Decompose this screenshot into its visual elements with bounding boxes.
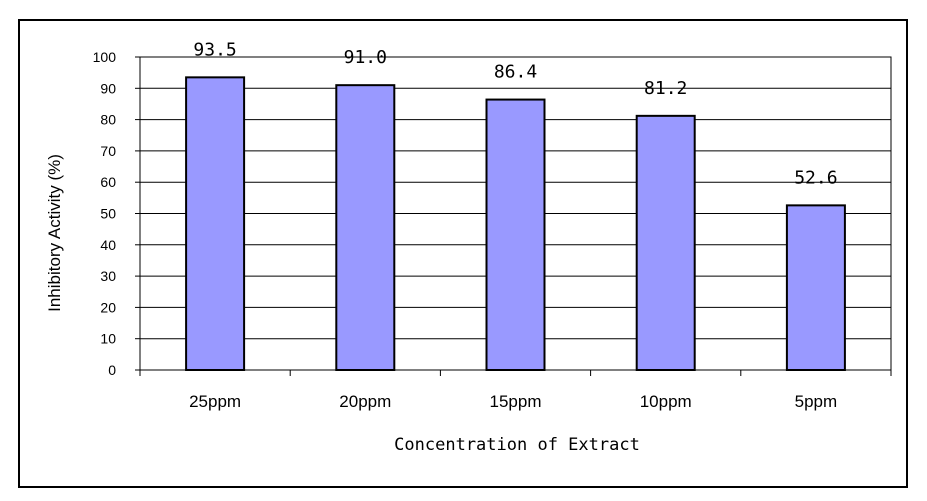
x-tick-label-20ppm: 20ppm (339, 392, 391, 411)
bar-5ppm (785, 204, 846, 371)
y-tick-label-50: 50 (100, 206, 116, 222)
data-label-15ppm: 86.4 (494, 62, 537, 83)
data-label-25ppm: 93.5 (193, 39, 236, 60)
y-tick-label-70: 70 (100, 143, 116, 159)
y-tick-label-60: 60 (100, 174, 116, 190)
y-tick-label-20: 20 (100, 299, 116, 315)
y-tick-label-100: 100 (93, 49, 117, 65)
y-tick-label-80: 80 (100, 112, 116, 128)
bar-10ppm (635, 114, 696, 372)
bar-layer (185, 76, 846, 372)
data-label-10ppm: 81.2 (644, 78, 687, 99)
label-layer: 93.5 25ppm 91.0 20ppm 86.4 15ppm 81.2 10ppm 52.6… (189, 39, 837, 411)
bar-25ppm (185, 76, 246, 371)
y-tick-label-30: 30 (100, 268, 116, 284)
outer-border (18, 19, 908, 488)
y-tick-label-0: 0 (108, 362, 116, 378)
bar-20ppm (335, 84, 396, 371)
y-axis-title: Inhibitory Activity (%) (45, 154, 64, 312)
y-tick-label-10: 10 (100, 331, 116, 347)
data-label-20ppm: 91.0 (344, 47, 387, 68)
x-tick-label-10ppm: 10ppm (640, 392, 692, 411)
x-tick-label-5ppm: 5ppm (795, 392, 838, 411)
x-tick-label-25ppm: 25ppm (189, 392, 241, 411)
x-tick-label-15ppm: 15ppm (490, 392, 542, 411)
bar-15ppm (485, 98, 546, 372)
x-axis-title: Concentration of Extract (394, 435, 640, 455)
y-tick-label-90: 90 (100, 80, 116, 96)
data-label-5ppm: 52.6 (794, 167, 837, 188)
y-tick-label-40: 40 (100, 237, 116, 253)
